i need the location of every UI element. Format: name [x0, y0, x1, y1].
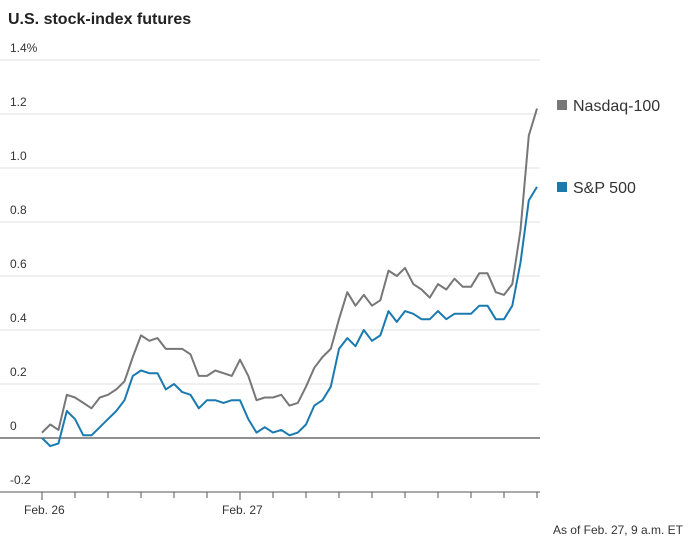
chart-title: U.S. stock-index futures [8, 11, 191, 28]
note: As of Feb. 27, 9 a.m. ET [553, 523, 684, 537]
legend-label: Nasdaq-100 [573, 98, 660, 115]
series-line [41, 186, 538, 448]
x-tick-label: Feb. 26 [24, 503, 65, 517]
y-tick-label: 0.2 [10, 365, 27, 379]
y-tick-label: 0 [10, 419, 17, 433]
y-tick-label: -0.2 [10, 473, 31, 487]
y-tick-label: 1.0 [10, 149, 27, 163]
y-tick-label: 0.8 [10, 203, 27, 217]
legend-swatch [557, 182, 567, 192]
series-line [41, 108, 538, 434]
y-tick-label: 1.2 [10, 95, 27, 109]
y-tick-label: 1.4% [10, 41, 38, 55]
x-tick-label: Feb. 27 [222, 503, 263, 517]
y-tick-label: 0.6 [10, 257, 27, 271]
legend-swatch [557, 100, 567, 110]
legend-label: S&P 500 [573, 180, 636, 197]
y-tick-label: 0.4 [10, 311, 27, 325]
